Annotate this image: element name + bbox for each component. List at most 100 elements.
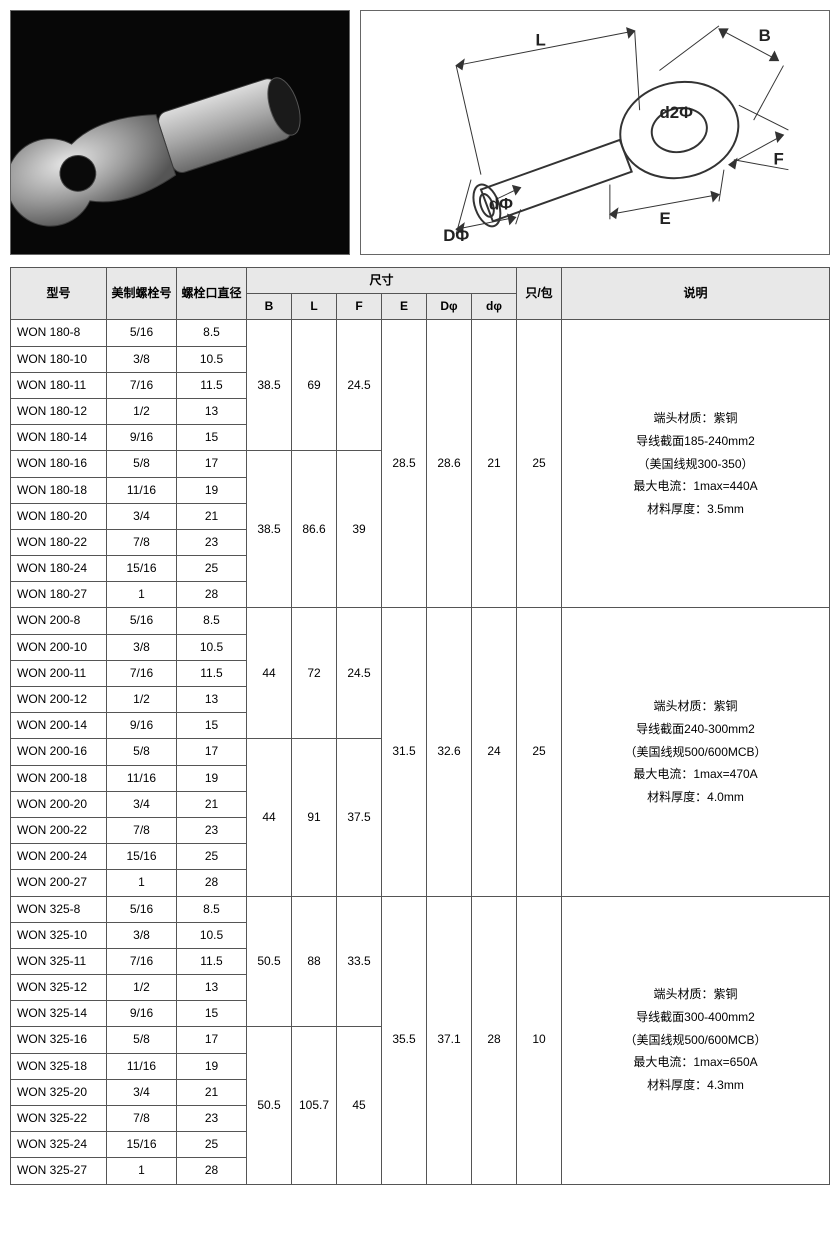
cell-dia: 28 (177, 582, 247, 608)
cell-model: WON 200-22 (11, 817, 107, 843)
cell-B: 44 (247, 739, 292, 896)
cell-bolt: 9/16 (107, 425, 177, 451)
diagram-label-D: DΦ (443, 226, 469, 245)
cell-dia: 17 (177, 451, 247, 477)
cell-dia: 19 (177, 1053, 247, 1079)
cell-pack: 10 (517, 896, 562, 1184)
th-F: F (337, 294, 382, 320)
cell-bolt: 7/8 (107, 1106, 177, 1132)
diagram-label-L: L (535, 31, 545, 50)
cell-L: 69 (292, 320, 337, 451)
cell-desc: 端头材质：紫铜导线截面240-300mm2（美国线规500/600MCB）最大电… (562, 608, 830, 896)
cell-bolt: 3/8 (107, 922, 177, 948)
cell-dia: 25 (177, 556, 247, 582)
cell-dia: 10.5 (177, 346, 247, 372)
diagram-label-d2: d2Φ (659, 103, 693, 122)
cell-dia: 10.5 (177, 634, 247, 660)
cell-E: 28.5 (382, 320, 427, 608)
cell-model: WON 325-12 (11, 975, 107, 1001)
cell-bolt: 5/16 (107, 896, 177, 922)
cell-dia: 23 (177, 1106, 247, 1132)
th-desc: 说明 (562, 268, 830, 320)
cell-bolt: 1 (107, 870, 177, 896)
cell-bolt: 15/16 (107, 556, 177, 582)
cell-bolt: 5/16 (107, 608, 177, 634)
cell-model: WON 200-11 (11, 660, 107, 686)
th-us-bolt: 美制螺栓号 (107, 268, 177, 320)
diagram-label-d: dΦ (489, 194, 513, 213)
cell-model: WON 325-8 (11, 896, 107, 922)
cell-dphi: 24 (472, 608, 517, 896)
cell-dia: 25 (177, 844, 247, 870)
cell-model: WON 180-18 (11, 477, 107, 503)
cell-dphi: 21 (472, 320, 517, 608)
cell-model: WON 200-20 (11, 791, 107, 817)
cell-desc: 端头材质：紫铜导线截面185-240mm2（美国线规300-350）最大电流：1… (562, 320, 830, 608)
cell-model: WON 200-27 (11, 870, 107, 896)
cell-bolt: 7/8 (107, 529, 177, 555)
cell-model: WON 325-16 (11, 1027, 107, 1053)
spec-table: 型号 美制螺栓号 螺栓口直径 尺寸 只/包 说明 B L F E Dφ dφ W… (10, 267, 830, 1185)
th-pack: 只/包 (517, 268, 562, 320)
cell-bolt: 1/2 (107, 398, 177, 424)
cell-bolt: 5/8 (107, 1027, 177, 1053)
cell-dia: 21 (177, 791, 247, 817)
cell-model: WON 325-22 (11, 1106, 107, 1132)
table-row: WON 180-85/168.538.56924.528.528.62125端头… (11, 320, 830, 346)
th-dims: 尺寸 (247, 268, 517, 294)
cell-bolt: 15/16 (107, 1132, 177, 1158)
cell-bolt: 1 (107, 582, 177, 608)
cell-dphi: 28 (472, 896, 517, 1184)
cell-bolt: 7/16 (107, 948, 177, 974)
cell-B: 38.5 (247, 451, 292, 608)
cell-L: 86.6 (292, 451, 337, 608)
th-L: L (292, 294, 337, 320)
cell-model: WON 180-16 (11, 451, 107, 477)
cell-model: WON 325-11 (11, 948, 107, 974)
cell-Dphi: 28.6 (427, 320, 472, 608)
cell-B: 50.5 (247, 896, 292, 1027)
cell-model: WON 180-8 (11, 320, 107, 346)
cell-bolt: 3/8 (107, 346, 177, 372)
diagram-label-E: E (659, 209, 670, 228)
cell-model: WON 180-11 (11, 372, 107, 398)
cell-model: WON 180-24 (11, 556, 107, 582)
cell-bolt: 11/16 (107, 477, 177, 503)
cell-dia: 11.5 (177, 948, 247, 974)
cell-E: 31.5 (382, 608, 427, 896)
cell-model: WON 325-14 (11, 1001, 107, 1027)
cell-model: WON 200-12 (11, 687, 107, 713)
th-model: 型号 (11, 268, 107, 320)
cell-model: WON 325-10 (11, 922, 107, 948)
cell-dia: 15 (177, 425, 247, 451)
cell-F: 39 (337, 451, 382, 608)
cell-E: 35.5 (382, 896, 427, 1184)
cell-pack: 25 (517, 608, 562, 896)
cell-L: 105.7 (292, 1027, 337, 1184)
cell-dia: 23 (177, 529, 247, 555)
cell-dia: 19 (177, 765, 247, 791)
cell-L: 91 (292, 739, 337, 896)
cell-model: WON 200-14 (11, 713, 107, 739)
cell-model: WON 200-10 (11, 634, 107, 660)
table-header: 型号 美制螺栓号 螺栓口直径 尺寸 只/包 说明 B L F E Dφ dφ (11, 268, 830, 320)
cell-bolt: 3/4 (107, 503, 177, 529)
diagram-label-B: B (759, 26, 771, 45)
cell-B: 50.5 (247, 1027, 292, 1184)
cell-model: WON 200-8 (11, 608, 107, 634)
cell-model: WON 200-18 (11, 765, 107, 791)
cell-dia: 10.5 (177, 922, 247, 948)
cell-model: WON 180-10 (11, 346, 107, 372)
cell-F: 33.5 (337, 896, 382, 1027)
cell-bolt: 7/16 (107, 660, 177, 686)
cell-dia: 15 (177, 713, 247, 739)
cell-bolt: 7/8 (107, 817, 177, 843)
cell-dia: 8.5 (177, 320, 247, 346)
cell-dia: 17 (177, 739, 247, 765)
cell-model: WON 180-22 (11, 529, 107, 555)
cell-L: 88 (292, 896, 337, 1027)
cell-bolt: 7/16 (107, 372, 177, 398)
cell-dia: 13 (177, 398, 247, 424)
cell-F: 24.5 (337, 320, 382, 451)
cell-bolt: 5/8 (107, 739, 177, 765)
